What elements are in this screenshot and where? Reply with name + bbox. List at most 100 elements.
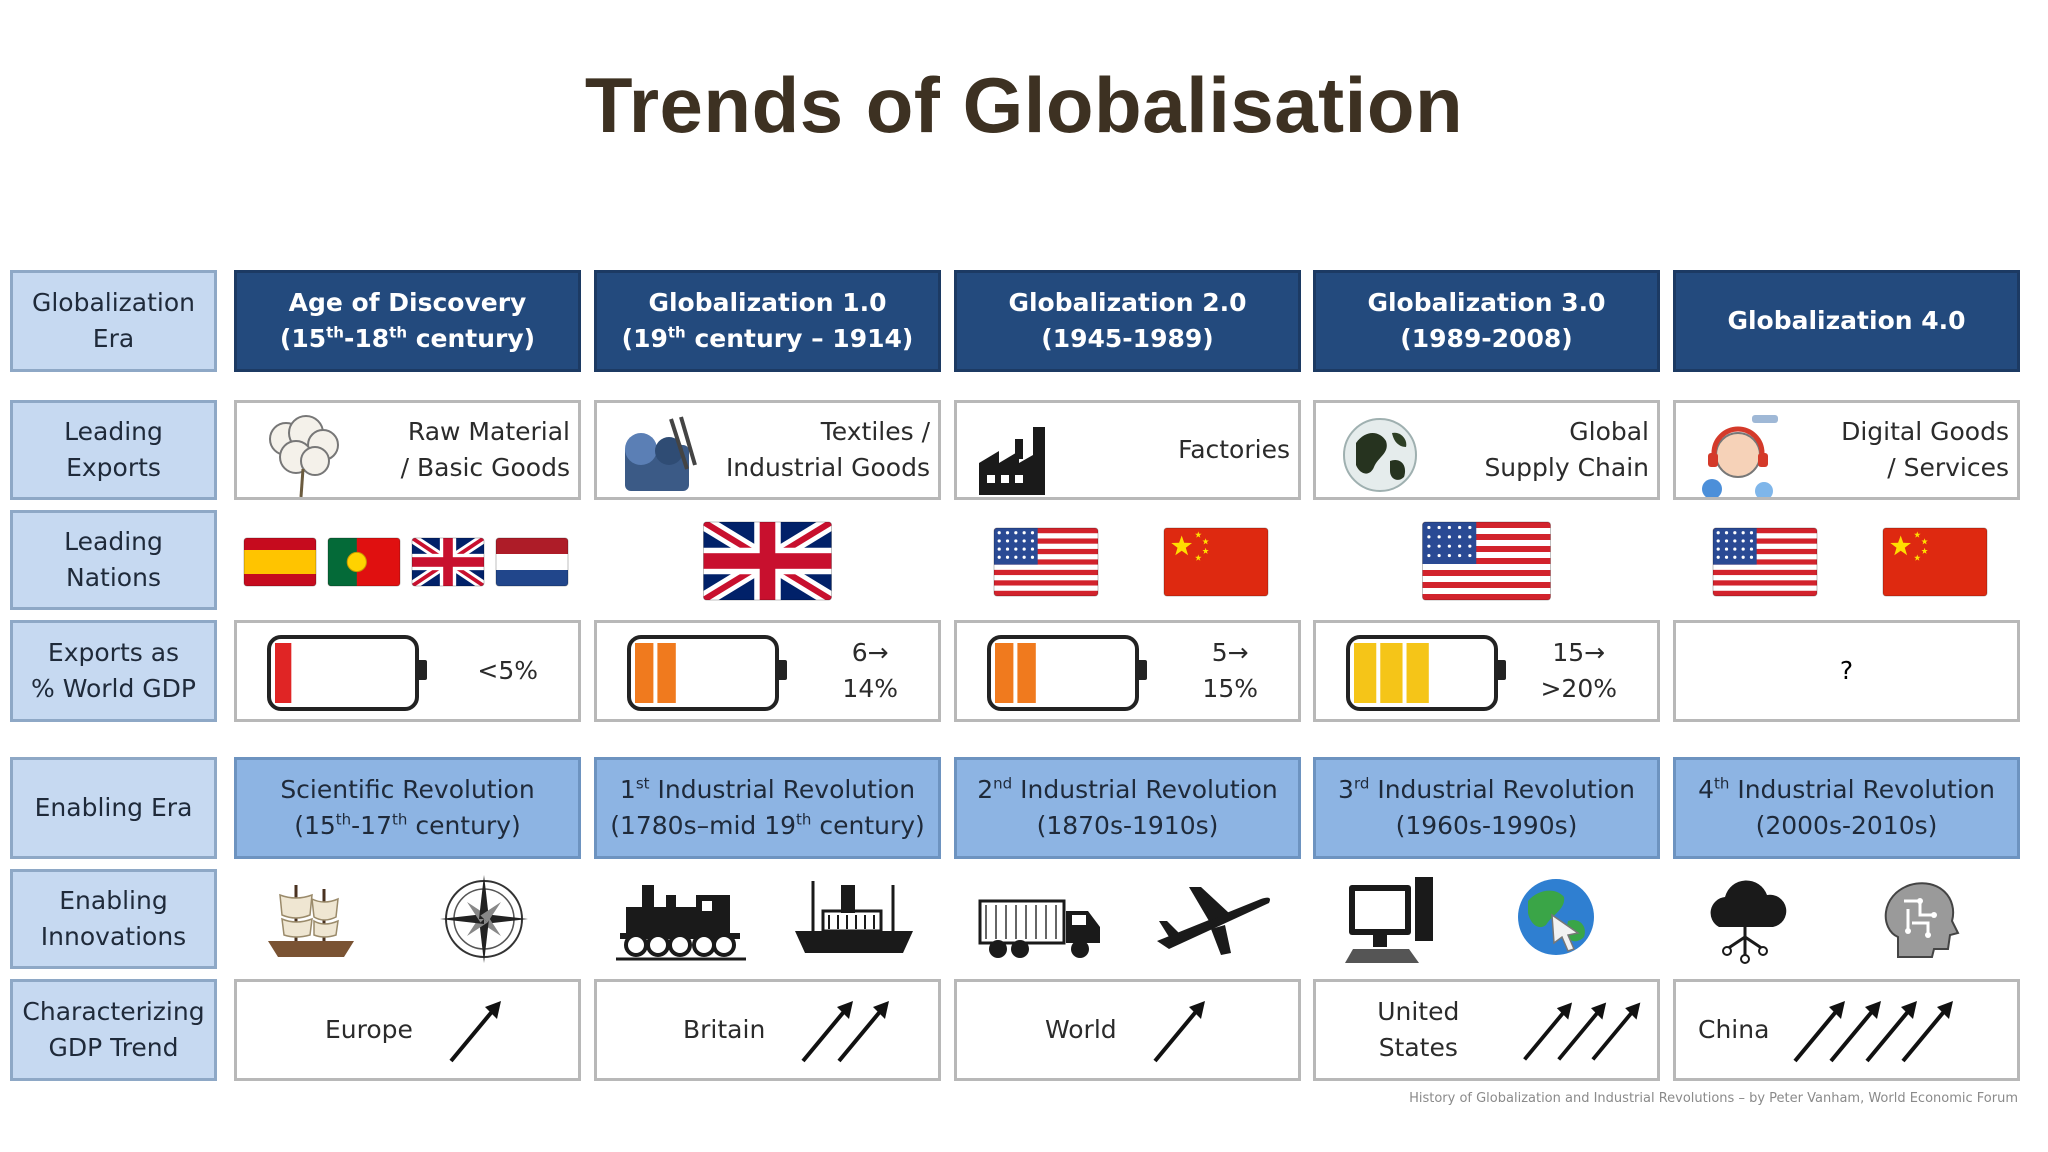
gdp-trend: World xyxy=(954,979,1301,1081)
enabling-text-line: 4th Industrial Revolution xyxy=(1698,774,1995,804)
enabling-innovations xyxy=(594,869,941,969)
battery-bar xyxy=(995,643,1014,703)
battery-bar xyxy=(657,643,676,703)
arrow-shaft xyxy=(449,1006,497,1063)
export-text-line: / Basic Goods xyxy=(400,453,570,482)
exports-share: 5→ 15% xyxy=(954,620,1301,722)
export-text-line: Factories xyxy=(1178,434,1290,464)
arrow-head xyxy=(837,1001,854,1019)
row-label-text-line: GDP Trend xyxy=(48,1033,179,1062)
leading-export: Factories xyxy=(954,400,1301,500)
share-text: <5% xyxy=(477,623,538,719)
era-header-text-line: Globalization 1.0 xyxy=(648,287,887,317)
enabling-era: 2nd Industrial Revolution (1870s-1910s) xyxy=(954,757,1301,859)
growth-arrows-icon xyxy=(449,1001,501,1063)
battery-bar xyxy=(275,643,292,703)
gdp-trend: United States xyxy=(1313,979,1660,1081)
era-header-text: Globalization 1.0 (19th century – 1914) xyxy=(622,285,914,358)
enabling-text: 2nd Industrial Revolution (1870s-1910s) xyxy=(977,772,1277,845)
enabling-text-line: (1960s-1990s) xyxy=(1395,811,1578,840)
row-label-text-line: Exports as xyxy=(47,637,180,667)
era-header-text: Globalization 2.0 (1945-1989) xyxy=(1008,285,1246,358)
row-label-text-line: Exports xyxy=(66,453,161,482)
row-label-innovations: Enabling Innovations xyxy=(10,869,217,969)
arrow-shaft xyxy=(1829,1006,1877,1063)
row-label-text-line: Characterizing xyxy=(22,996,205,1026)
leading-export: Raw Material / Basic Goods xyxy=(234,400,581,500)
ship-icon xyxy=(267,885,354,957)
export-text: Raw Material / Basic Goods xyxy=(401,403,570,497)
enabling-text-line: (2000s-2010s) xyxy=(1755,811,1938,840)
flag-united-kingdom xyxy=(703,521,832,601)
row-label-trend: Characterizing GDP Trend xyxy=(10,979,217,1081)
flags xyxy=(1422,521,1551,601)
row-label-text-line: Nations xyxy=(66,563,161,592)
enabling-text: 4th Industrial Revolution (2000s-2010s) xyxy=(1698,772,1995,845)
flag-netherlands xyxy=(495,537,569,587)
export-icon-wrap xyxy=(1330,409,1430,497)
export-text-line: Raw Material xyxy=(407,416,570,446)
era-header: Globalization 3.0 (1989-2008) xyxy=(1313,270,1660,372)
arrow-shaft xyxy=(1556,1007,1602,1061)
row-label-era: Globalization Era xyxy=(10,270,217,372)
export-text: Factories xyxy=(1178,403,1290,497)
export-icon-wrap xyxy=(1690,409,1790,497)
leading-export: Global Supply Chain xyxy=(1313,400,1660,500)
exports-share: <5% xyxy=(234,620,581,722)
enabling-text: 1st Industrial Revolution (1780s–mid 19th… xyxy=(610,772,925,845)
export-icon-wrap xyxy=(611,409,711,497)
row-label-text: Characterizing GDP Trend xyxy=(22,994,204,1067)
row-label-text: Leading Exports xyxy=(64,414,163,487)
flag-united-kingdom xyxy=(411,537,485,587)
arrow-head xyxy=(1901,1001,1918,1019)
arrow-shaft xyxy=(1865,1006,1913,1063)
truck-icon xyxy=(978,899,1100,958)
export-icon-wrap xyxy=(971,409,1071,497)
export-text: Digital Goods / Services xyxy=(1841,403,2009,497)
era-header-text-line: (19th century – 1914) xyxy=(621,323,914,353)
ai-head-icon xyxy=(1885,882,1960,958)
flag-portugal xyxy=(327,537,401,587)
gdp-trend: China xyxy=(1673,979,2020,1081)
share-text-line: 15→ xyxy=(1552,637,1606,667)
era-header: Age of Discovery (15th-18th century) xyxy=(234,270,581,372)
era-header-text-line: Age of Discovery xyxy=(288,287,527,317)
share-text-line: <5% xyxy=(477,655,538,685)
leading-nations xyxy=(954,510,1301,610)
cloud-icon xyxy=(1710,880,1787,964)
row-label-text: Exports as % World GDP xyxy=(31,635,196,708)
factory-icon xyxy=(979,427,1045,495)
enabling-text-line: (1870s-1910s) xyxy=(1036,811,1219,840)
leading-nations xyxy=(1673,510,2020,610)
export-text-line: / Services xyxy=(1887,453,2009,482)
battery-bar xyxy=(1406,643,1429,703)
arrow-head xyxy=(1590,1002,1606,1020)
globe-network-icon xyxy=(1343,418,1417,492)
gdp-trend: Europe xyxy=(234,979,581,1081)
row-label-text-line: Innovations xyxy=(40,922,187,951)
trend-region: Britain xyxy=(683,1014,766,1044)
share-text: 6→ 14% xyxy=(842,623,898,719)
enabling-innovations xyxy=(234,869,581,969)
row-label-text-line: Leading xyxy=(64,416,163,446)
leading-export: Digital Goods / Services xyxy=(1673,400,2020,500)
battery-icon xyxy=(987,635,1147,711)
enabling-text-line: 1st Industrial Revolution xyxy=(619,774,916,804)
export-text-line: Textiles / xyxy=(820,416,930,446)
arrow-head xyxy=(1556,1002,1572,1020)
trend-region: China xyxy=(1698,1014,1770,1044)
exports-share: 6→ 14% xyxy=(594,620,941,722)
exports-share: 15→ >20% xyxy=(1313,620,1660,722)
row-label-text: Leading Nations xyxy=(64,524,163,597)
row-label-exports: Leading Exports xyxy=(10,400,217,500)
row-label-text-line: Globalization xyxy=(31,287,196,317)
flag-china xyxy=(1882,527,1988,597)
gdp-trend: Britain xyxy=(594,979,941,1081)
export-text: Global Supply Chain xyxy=(1484,403,1649,497)
computer-icon xyxy=(1344,877,1433,963)
flags xyxy=(993,527,1269,597)
compass-icon xyxy=(440,875,529,963)
enabling-text: 3rd Industrial Revolution (1960s-1990s) xyxy=(1338,772,1635,845)
cotton-icon xyxy=(269,415,339,497)
internet-globe-icon xyxy=(1518,879,1595,955)
